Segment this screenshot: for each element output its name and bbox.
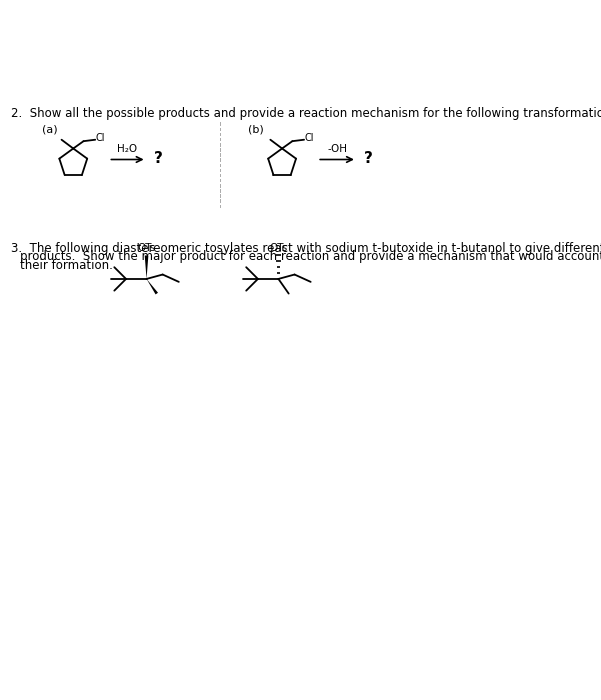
Text: OTs: OTs [269,244,287,253]
Text: Cl: Cl [305,133,314,144]
Polygon shape [147,279,158,295]
Text: (a): (a) [41,125,57,134]
Text: their formation.: their formation. [20,259,112,272]
Text: OTs: OTs [138,244,156,253]
Text: (b): (b) [248,125,263,134]
Polygon shape [145,256,148,279]
Text: 3.  The following diastereomeric tosylates react with sodium t-butoxide in t-but: 3. The following diastereomeric tosylate… [11,241,601,255]
Text: 2.  Show all the possible products and provide a reaction mechanism for the foll: 2. Show all the possible products and pr… [11,106,601,120]
Text: products.  Show the major product for each reaction and provide a mechanism that: products. Show the major product for eac… [20,251,601,263]
Text: -OH: -OH [327,144,347,155]
Text: H₂O: H₂O [117,144,138,155]
Text: ?: ? [154,151,163,167]
Text: Cl: Cl [96,133,106,144]
Text: ?: ? [364,151,373,167]
